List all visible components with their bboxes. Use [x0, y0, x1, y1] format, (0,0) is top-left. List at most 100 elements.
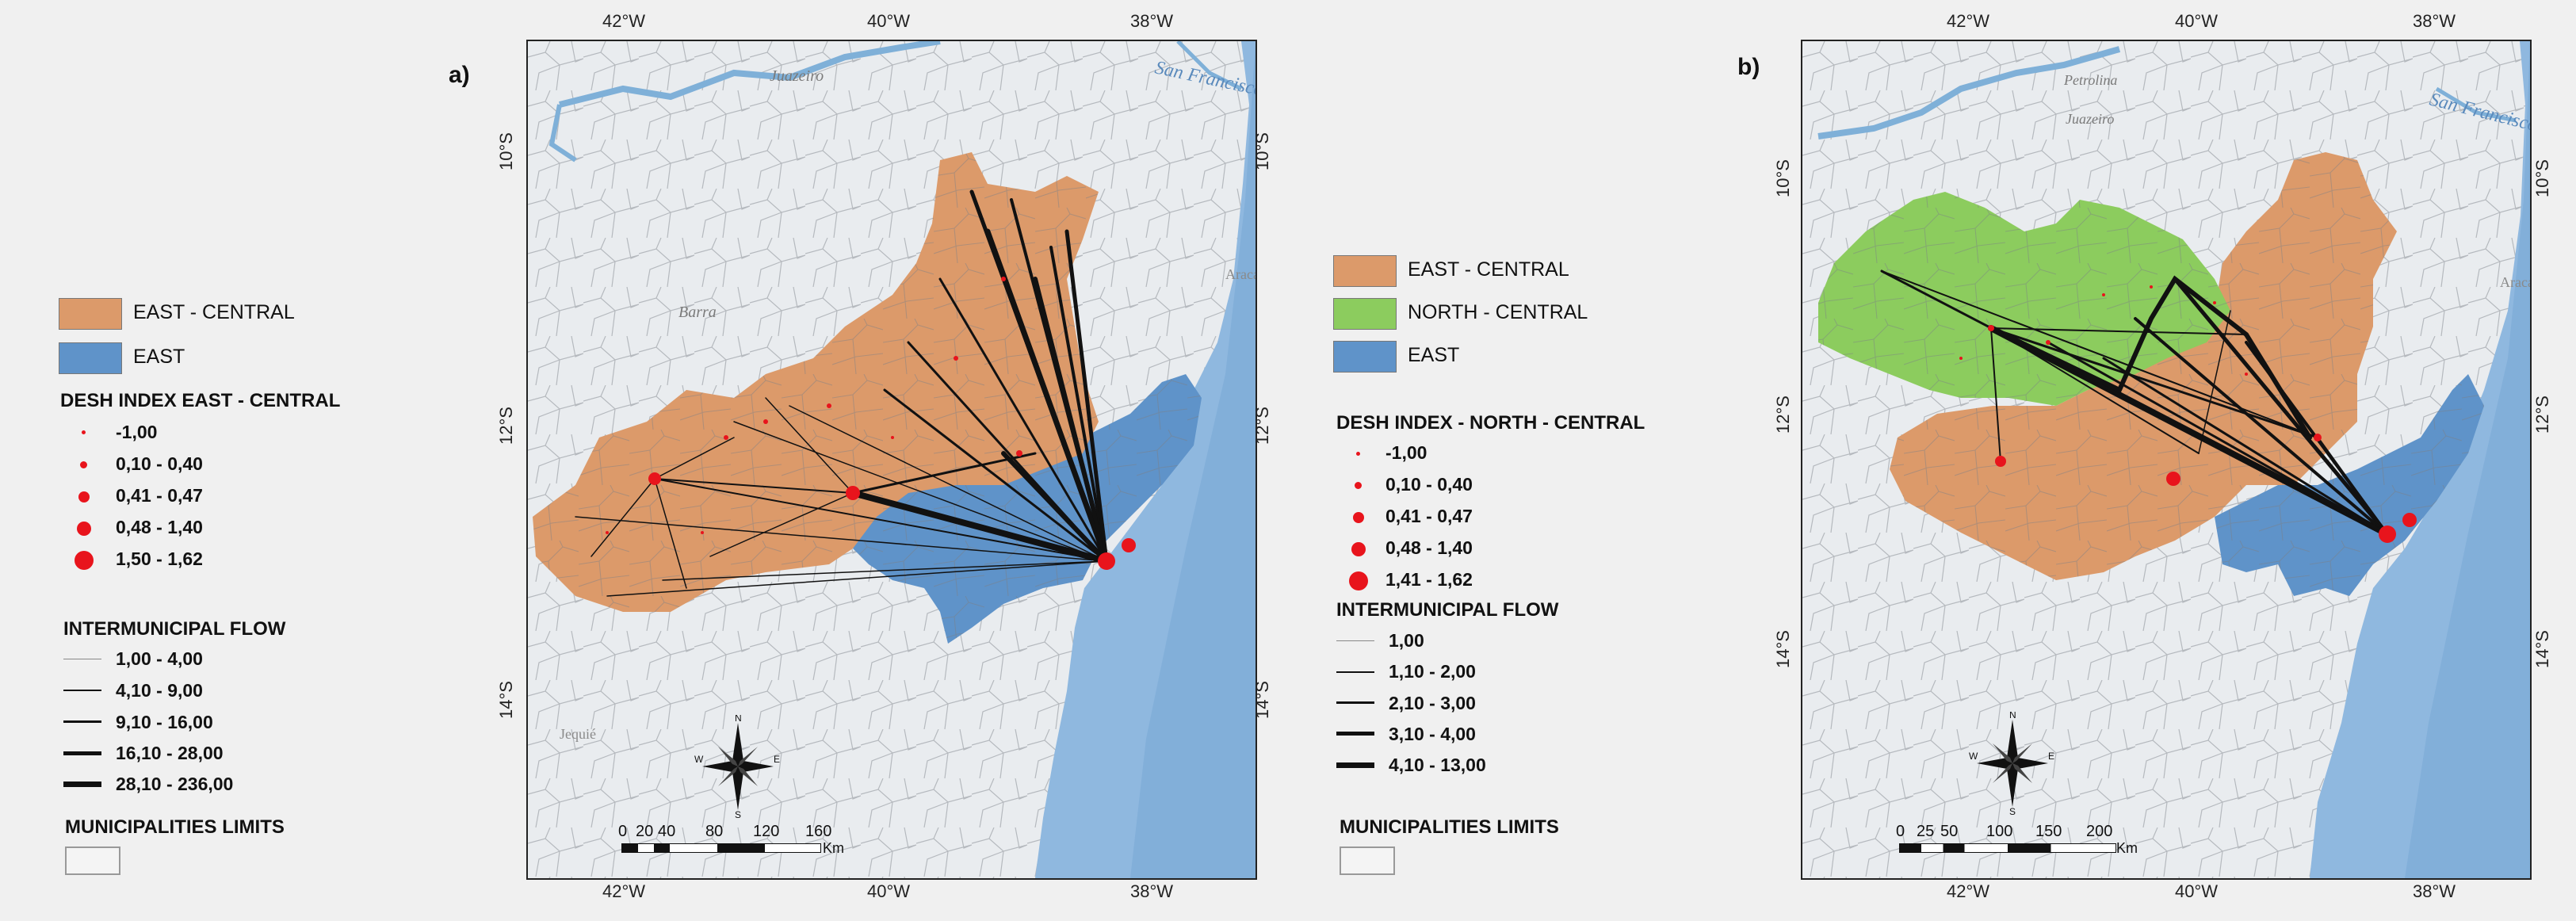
place-label: Juazeiro [2066, 111, 2114, 127]
scale-label-20: 20 [636, 823, 654, 840]
scale-b-label-100: 100 [1986, 823, 2013, 840]
panel-b-xtick-top-1: 42°W [1947, 11, 1990, 31]
panel-b-label: b) [1737, 54, 1760, 80]
legend-label-east: EAST [133, 346, 185, 368]
desh-symbol-2 [80, 461, 87, 468]
panel-a-xtick-top-1: 42°W [602, 11, 646, 31]
scale-bar-a: 0 20 40 80 120 160 Km [618, 823, 844, 856]
place-label: Juazeiro [770, 67, 824, 85]
desh-symbol-5 [75, 551, 94, 570]
desh-b-class-5: 1,41 - 1,62 [1385, 569, 1473, 590]
compass-w-label: W [1969, 751, 1978, 762]
panel-b-xtick-bottom-1: 42°W [1947, 881, 1990, 901]
panel-a-xtick-bottom-1: 42°W [602, 881, 646, 901]
panel-b-ytick-right-1: 10°S [2532, 159, 2552, 197]
compass-rose-icon: N S E W [1969, 712, 2054, 815]
desh-b-title: DESH INDEX - NORTH - CENTRAL [1336, 412, 1645, 434]
map-b: Petrolina Juazeiro San Francisco Aracaju… [1801, 40, 2532, 880]
compass-s-label: S [2009, 806, 2016, 815]
map-a: Juazeiro Barra San Francisco Aracaju Jeq… [526, 40, 1257, 880]
legend-b-swatch-east-central [1333, 255, 1397, 287]
scale-label-40: 40 [658, 823, 676, 840]
limits-swatch [65, 846, 120, 875]
map-a-canvas: Juazeiro Barra San Francisco Aracaju Jeq… [528, 41, 1256, 878]
desh-symbol-4 [77, 522, 91, 536]
compass-w-label: W [694, 754, 704, 765]
panel-b-ytick-right-2: 12°S [2532, 396, 2552, 434]
legend-swatch-east-central [59, 298, 122, 330]
scale-unit-a: Km [823, 840, 844, 856]
desh-class-1: -1,00 [116, 422, 158, 442]
scale-b-label-0: 0 [1896, 823, 1905, 840]
panel-b-ytick-left-3: 14°S [1772, 630, 1793, 668]
scale-b-label-50: 50 [1940, 823, 1959, 840]
panel-b-xtick-top-2: 40°W [2175, 11, 2219, 31]
desh-index-title: DESH INDEX EAST - CENTRAL [60, 390, 341, 411]
panel-b-xtick-bottom-3: 38°W [2413, 881, 2456, 901]
scale-unit-b: Km [2116, 840, 2138, 856]
place-label: Petrolina [2063, 72, 2117, 88]
panel-a-label: a) [449, 62, 470, 88]
flow-b-class-4: 3,10 - 4,00 [1389, 724, 1476, 744]
flow-symbol-3 [63, 720, 101, 723]
compass-s-label: S [735, 809, 741, 818]
flow-symbol-4 [63, 751, 101, 755]
flow-symbol-5 [63, 782, 101, 787]
limits-title: MUNICIPALITIES LIMITS [65, 816, 285, 838]
limits-b-swatch [1340, 846, 1395, 875]
place-label: Barra [678, 304, 717, 321]
compass-n-label: N [735, 715, 742, 724]
legend-swatch-east [59, 342, 122, 374]
compass-rose-icon: N S E W [694, 715, 780, 818]
panel-a-xtick-bottom-2: 40°W [867, 881, 911, 901]
panel-a-xtick-bottom-3: 38°W [1130, 881, 1174, 901]
panel-b-ytick-right-3: 14°S [2532, 630, 2552, 668]
desh-class-4: 0,48 - 1,40 [116, 517, 203, 537]
flow-b-class-1: 1,00 [1389, 630, 1424, 651]
place-label: Aracaju [1225, 266, 1256, 282]
flow-b-symbol-4 [1336, 732, 1374, 736]
desh-b-symbol-5 [1349, 571, 1368, 590]
desh-b-symbol-4 [1351, 542, 1366, 556]
scale-label-160: 160 [805, 823, 832, 840]
scale-b-label-200: 200 [2086, 823, 2113, 840]
desh-class-2: 0,10 - 0,40 [116, 453, 203, 474]
scale-label-0: 0 [618, 823, 628, 840]
scale-b-label-150: 150 [2035, 823, 2062, 840]
flow-class-4: 16,10 - 28,00 [116, 743, 224, 763]
panel-b-ytick-left-1: 10°S [1772, 159, 1793, 197]
panel-b-xtick-bottom-2: 40°W [2175, 881, 2219, 901]
desh-b-symbol-3 [1353, 512, 1364, 523]
desh-b-class-1: -1,00 [1385, 442, 1428, 463]
flow-class-3: 9,10 - 16,00 [116, 712, 213, 732]
desh-b-class-3: 0,41 - 0,47 [1385, 506, 1473, 526]
legend-label-east-central: EAST - CENTRAL [133, 301, 295, 323]
legend-b-swatch-north-central [1333, 298, 1397, 330]
flow-b-title: INTERMUNICIPAL FLOW [1336, 599, 1559, 621]
panel-b-xtick-top-3: 38°W [2413, 11, 2456, 31]
flow-class-2: 4,10 - 9,00 [116, 680, 203, 701]
compass-n-label: N [2009, 712, 2016, 720]
limits-b-title: MUNICIPALITIES LIMITS [1340, 816, 1559, 838]
scale-b-label-25: 25 [1917, 823, 1935, 840]
legend-b-label-east-central: EAST - CENTRAL [1408, 258, 1569, 281]
desh-class-5: 1,50 - 1,62 [116, 548, 203, 569]
map-b-canvas: Petrolina Juazeiro San Francisco Aracaju [1802, 41, 2530, 878]
flow-b-class-3: 2,10 - 3,00 [1389, 693, 1476, 713]
flow-title: INTERMUNICIPAL FLOW [63, 618, 286, 640]
scale-label-80: 80 [705, 823, 724, 840]
desh-b-symbol-1 [1356, 452, 1360, 456]
desh-symbol-3 [78, 491, 90, 503]
panel-a-xtick-top-3: 38°W [1130, 11, 1174, 31]
desh-b-class-4: 0,48 - 1,40 [1385, 537, 1473, 558]
panel-a-ytick-left-2: 12°S [495, 407, 516, 445]
flow-class-1: 1,00 - 4,00 [116, 648, 203, 669]
place-label: Aracaju [2500, 274, 2530, 290]
compass-e-label: E [774, 754, 780, 765]
flow-class-5: 28,10 - 236,00 [116, 774, 234, 794]
flow-b-class-5: 4,10 - 13,00 [1389, 755, 1486, 775]
desh-b-symbol-2 [1355, 482, 1362, 489]
flow-b-symbol-3 [1336, 701, 1374, 704]
panel-b-ytick-left-2: 12°S [1772, 396, 1793, 434]
flow-b-symbol-5 [1336, 762, 1374, 768]
